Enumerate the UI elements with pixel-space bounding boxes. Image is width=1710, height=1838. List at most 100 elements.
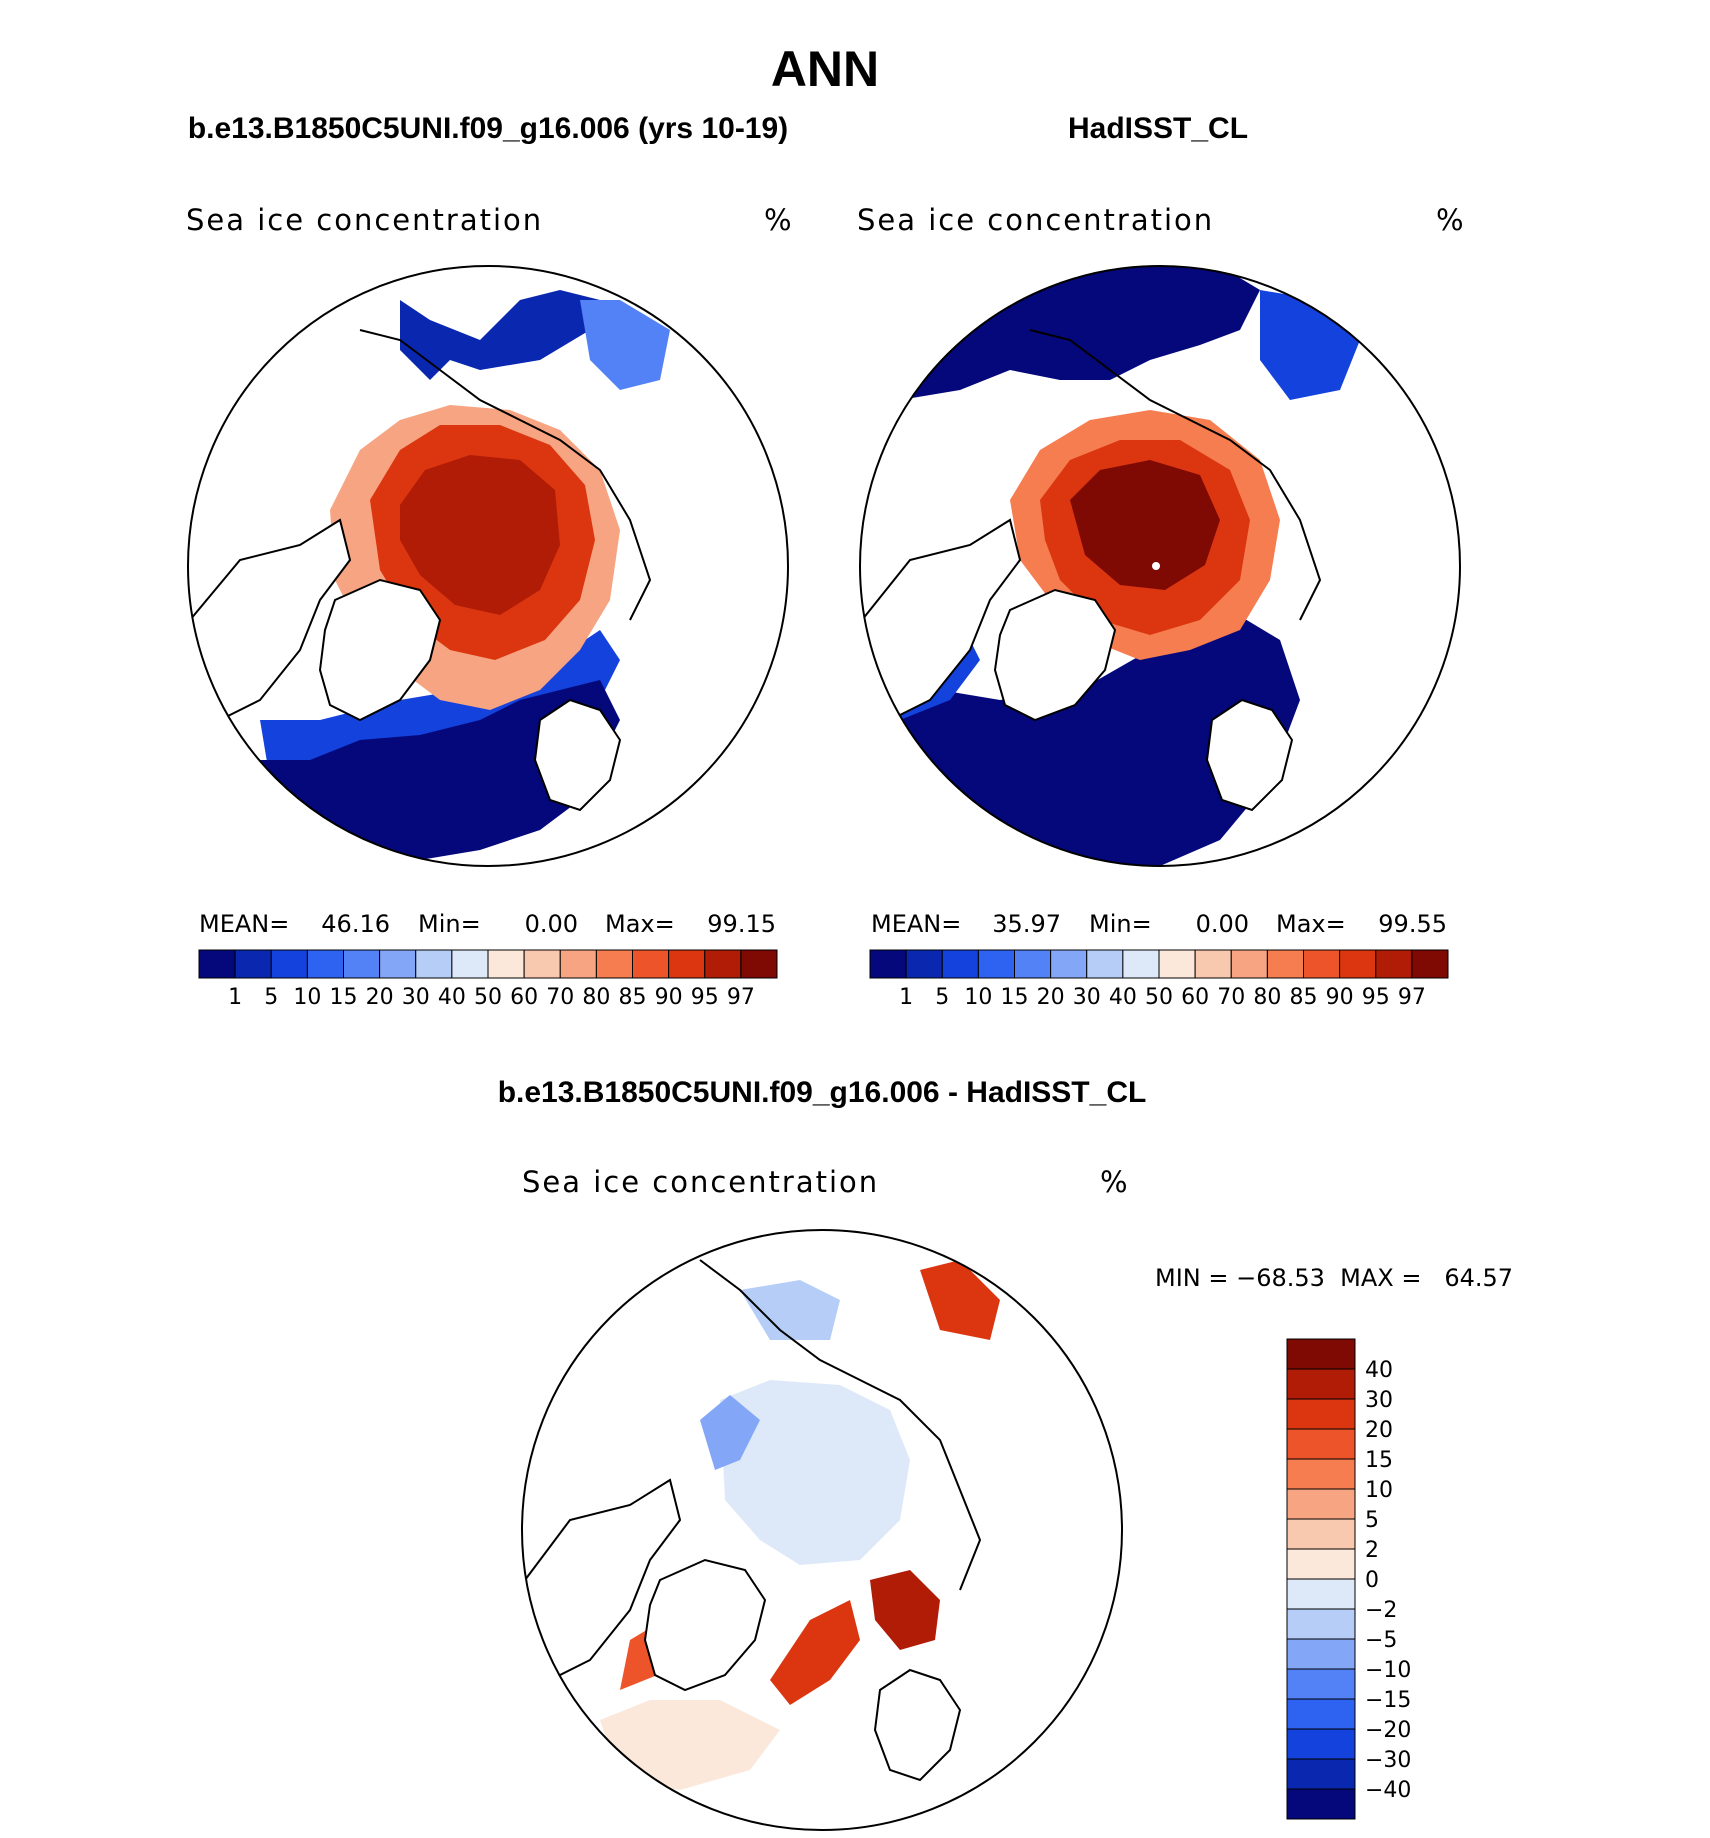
- colorbar-tick-label: 50: [474, 985, 502, 1010]
- colorbar-tick-label: 1: [899, 985, 913, 1010]
- colorbar-tick-label: −10: [1365, 1658, 1411, 1683]
- colorbar-tick-label: 2: [1365, 1538, 1379, 1563]
- colorbar-tick-label: 85: [1290, 985, 1318, 1010]
- colorbar-tick-label: 5: [1365, 1508, 1379, 1533]
- ocean-ice-free-atlantic: [880, 610, 1300, 866]
- colorbar-tick-label: 15: [1365, 1448, 1393, 1473]
- panel-obs-variable-label: Sea ice concentration: [857, 203, 1214, 237]
- colorbar-swatch: [1050, 949, 1088, 979]
- diff-barents-positive: [870, 1570, 940, 1650]
- diff-bering-positive: [920, 1260, 1000, 1340]
- colorbar-tick-label: 10: [1365, 1478, 1393, 1503]
- diff-chukchi-negative: [740, 1280, 840, 1340]
- colorbar-swatch: [198, 949, 236, 979]
- ocean-ice-free-bering: [580, 300, 670, 390]
- land-greenland: [993, 588, 1117, 722]
- stat-label-min: Min=: [418, 910, 481, 938]
- colorbar-swatch: [1014, 949, 1052, 979]
- colorbar-swatch: [1194, 949, 1232, 979]
- colorbar-swatch: [1286, 1548, 1356, 1580]
- land-greenland: [318, 578, 442, 722]
- map-panel-model: [188, 266, 788, 866]
- colorbar-tick-label: 5: [935, 985, 949, 1010]
- map-panel-obs: [860, 266, 1460, 866]
- diff-central-arctic-negative: [720, 1380, 910, 1565]
- colorbar-tick-label: 20: [366, 985, 394, 1010]
- colorbar-model: 1 5 10 15 20 30 40 50 60 70 80 85 90 95 97: [198, 949, 778, 1010]
- land-siberia: [1029, 329, 1322, 621]
- stat-label-mean: MEAN=: [871, 910, 961, 938]
- stat-value-min: 0.00: [1196, 910, 1249, 938]
- colorbar-tick-label: 95: [1362, 985, 1390, 1010]
- colorbar-tick-label: 80: [1253, 985, 1281, 1010]
- land-scandinavia: [873, 1668, 962, 1782]
- ocean-ice-free-north-pacific: [400, 290, 600, 380]
- colorbar-swatch: [1286, 1608, 1356, 1640]
- colorbar-tick-label: −30: [1365, 1748, 1411, 1773]
- colorbar-swatch: [1286, 1758, 1356, 1790]
- colorbar-swatch: [1286, 1728, 1356, 1760]
- stat-value-max: 99.15: [707, 910, 776, 938]
- colorbar-swatch: [1286, 1368, 1356, 1400]
- ocean-ice-free-atlantic: [250, 680, 620, 860]
- land-scandinavia: [533, 698, 622, 812]
- colorbar-tick-label: 15: [1001, 985, 1029, 1010]
- colorbar-swatch: [1286, 1638, 1356, 1670]
- colorbar-tick-label: 80: [582, 985, 610, 1010]
- colorbar-tick-label: 40: [1365, 1358, 1393, 1383]
- panel-model-unit-label: %: [764, 203, 792, 237]
- colorbar-tick-label: 5: [264, 985, 278, 1010]
- colorbar-tick-label: 20: [1365, 1418, 1393, 1443]
- stat-label-mean: MEAN=: [199, 910, 289, 938]
- colorbar-swatch: [487, 949, 525, 979]
- colorbar-swatch: [977, 949, 1015, 979]
- panel-model-variable-label: Sea ice concentration: [186, 203, 543, 237]
- panel-obs-title: HadISST_CL: [1068, 112, 1248, 145]
- stat-value-min: 0.00: [525, 910, 578, 938]
- colorbar-swatch: [1266, 949, 1304, 979]
- map-outline: [187, 265, 789, 867]
- colorbar-tick-label: 60: [510, 985, 538, 1010]
- colorbar-tick-label: −15: [1365, 1688, 1411, 1713]
- colorbar-swatch: [1286, 1668, 1356, 1700]
- colorbar-tick-label: 95: [691, 985, 719, 1010]
- stat-value-max: 99.55: [1378, 910, 1447, 938]
- colorbar-swatch: [941, 949, 979, 979]
- ocean-ice-free-north-pacific: [900, 266, 1260, 400]
- colorbar-obs: 1 5 10 15 20 30 40 50 60 70 80 85 90 95 97: [869, 949, 1449, 1010]
- colorbar-tick-label: 60: [1181, 985, 1209, 1010]
- land-siberia: [359, 329, 652, 621]
- colorbar-swatch: [1158, 949, 1196, 979]
- colorbar-swatch: [1286, 1578, 1356, 1610]
- panel-diff-variable-label: Sea ice concentration: [522, 1165, 879, 1199]
- colorbar-swatch: [1286, 1698, 1356, 1730]
- colorbar-tick-label: 40: [1109, 985, 1137, 1010]
- main-title: ANN: [771, 41, 879, 97]
- stat-label-max: Max=: [1276, 910, 1346, 938]
- land-scandinavia: [1205, 698, 1294, 812]
- colorbar-swatch: [415, 949, 453, 979]
- colorbar-tick-label: 97: [1398, 985, 1426, 1010]
- panel-diff-title: b.e13.B1850C5UNI.f09_g16.006 - HadISST_C…: [498, 1076, 1147, 1109]
- colorbar-swatch: [905, 949, 943, 979]
- stat-value-mean: 35.97: [992, 910, 1061, 938]
- colorbar-tick-label: 0: [1365, 1568, 1379, 1593]
- pole-hole-marker: [1152, 562, 1160, 570]
- colorbar-tick-label: 90: [1326, 985, 1354, 1010]
- colorbar-swatch: [559, 949, 597, 979]
- colorbar-tick-label: 1: [228, 985, 242, 1010]
- colorbar-swatch: [270, 949, 308, 979]
- colorbar-swatch: [1286, 1788, 1356, 1820]
- map-outline: [521, 1229, 1123, 1831]
- colorbar-swatch: [632, 949, 670, 979]
- colorbar-tick-label: −40: [1365, 1778, 1411, 1803]
- colorbar-swatch: [1086, 949, 1124, 979]
- colorbar-tick-label: 40: [438, 985, 466, 1010]
- colorbar-tick-label: 90: [655, 985, 683, 1010]
- stat-value-mean: 46.16: [321, 910, 390, 938]
- colorbar-tick-label: 85: [619, 985, 647, 1010]
- diff-arctic-rim-negative: [700, 1395, 760, 1470]
- colorbar-tick-label: 10: [293, 985, 321, 1010]
